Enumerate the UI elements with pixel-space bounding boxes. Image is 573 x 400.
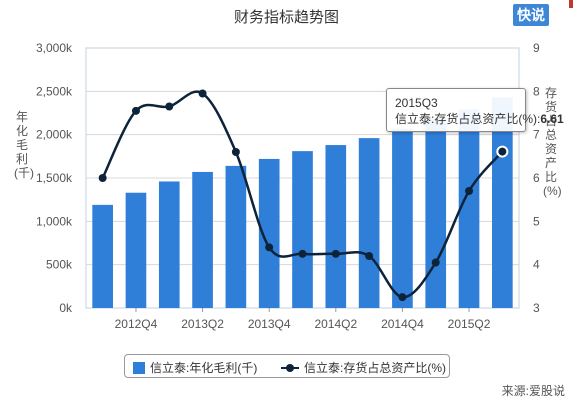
bar [92, 204, 113, 308]
bar [258, 158, 280, 308]
left-tick-label: 2,500k [36, 84, 73, 98]
line-point [431, 258, 440, 267]
left-tick-label: 1,500k [36, 171, 73, 185]
legend-bars-label: 信立泰:年化毛利(千) [150, 361, 258, 375]
right-tick-label: 9 [533, 41, 540, 55]
line-point [231, 148, 240, 156]
left-tick-label: 0k [59, 301, 73, 315]
bar [225, 165, 247, 308]
x-tick-label: 2013Q4 [248, 317, 291, 331]
line-point [265, 243, 274, 252]
legend-line-swatch [281, 362, 299, 374]
left-axis-label: 年化毛利(千) [14, 110, 34, 180]
legend-item-bars[interactable]: 信立泰:年化毛利(千) [133, 359, 257, 376]
line-point [131, 106, 140, 115]
legend-bar-swatch [133, 361, 145, 374]
line-point [98, 174, 107, 182]
line-point [365, 252, 374, 260]
line-point [398, 293, 407, 302]
x-tick-label: 2012Q4 [115, 317, 158, 331]
line-point-highlighted [496, 145, 509, 158]
right-axis-label: 存货占总资产比(%) [543, 86, 562, 198]
bar [292, 151, 313, 308]
line-point [298, 249, 307, 258]
legend-item-line[interactable]: 信立泰:存货占总资产比(%) [281, 359, 446, 376]
chart-title: 财务指标趋势图 [233, 9, 339, 26]
line-point [198, 89, 207, 98]
corner-marker [569, 0, 573, 8]
left-tick-label: 3,000k [36, 41, 73, 55]
line-point [465, 187, 474, 195]
legend-line-label: 信立泰:存货占总资产比(%) [304, 361, 446, 375]
bar [125, 192, 147, 308]
x-tick-label: 2014Q2 [314, 317, 357, 331]
bar-series [92, 97, 513, 309]
bar [158, 181, 180, 308]
x-tick-label: 2015Q2 [448, 317, 491, 331]
bar [392, 128, 413, 308]
bar [192, 171, 213, 308]
right-tick-label: 3 [533, 301, 540, 315]
left-tick-label: 500k [46, 258, 73, 272]
line-point [331, 249, 340, 258]
left-tick-label: 2,000k [36, 128, 73, 142]
right-tick-label: 7 [533, 128, 540, 142]
x-tick-label: 2014Q4 [381, 317, 424, 331]
chart-legend: 信立泰:年化毛利(千) 信立泰:存货占总资产比(%) [124, 354, 450, 378]
tooltip-value: 6.61 [540, 112, 564, 126]
right-tick-label: 6 [533, 171, 540, 185]
source-credit: 来源:爱股说 [501, 384, 565, 398]
x-tick-label: 2013Q2 [181, 317, 224, 331]
tooltip-series-label: 信立泰:存货占总资产比(%): [395, 112, 541, 126]
bar [425, 118, 447, 308]
right-tick-label: 5 [533, 214, 540, 228]
right-tick-label: 4 [533, 258, 540, 272]
brand-logo[interactable]: 快说 [513, 4, 549, 26]
tooltip-period: 2015Q3 [395, 96, 438, 110]
bar [358, 138, 380, 308]
line-point [165, 102, 174, 111]
axes: 0k 500k 1,000k 1,500k 2,000k 2,500k 3,000k 3 4 5 6… [36, 41, 540, 331]
left-tick-label: 1,000k [36, 214, 73, 228]
right-tick-label: 8 [533, 84, 540, 98]
line-series [98, 89, 509, 302]
bar [458, 109, 480, 309]
bar [325, 145, 347, 308]
data-tooltip: 2015Q3 信立泰:存货占总资产比(%):6.61 [386, 88, 564, 132]
